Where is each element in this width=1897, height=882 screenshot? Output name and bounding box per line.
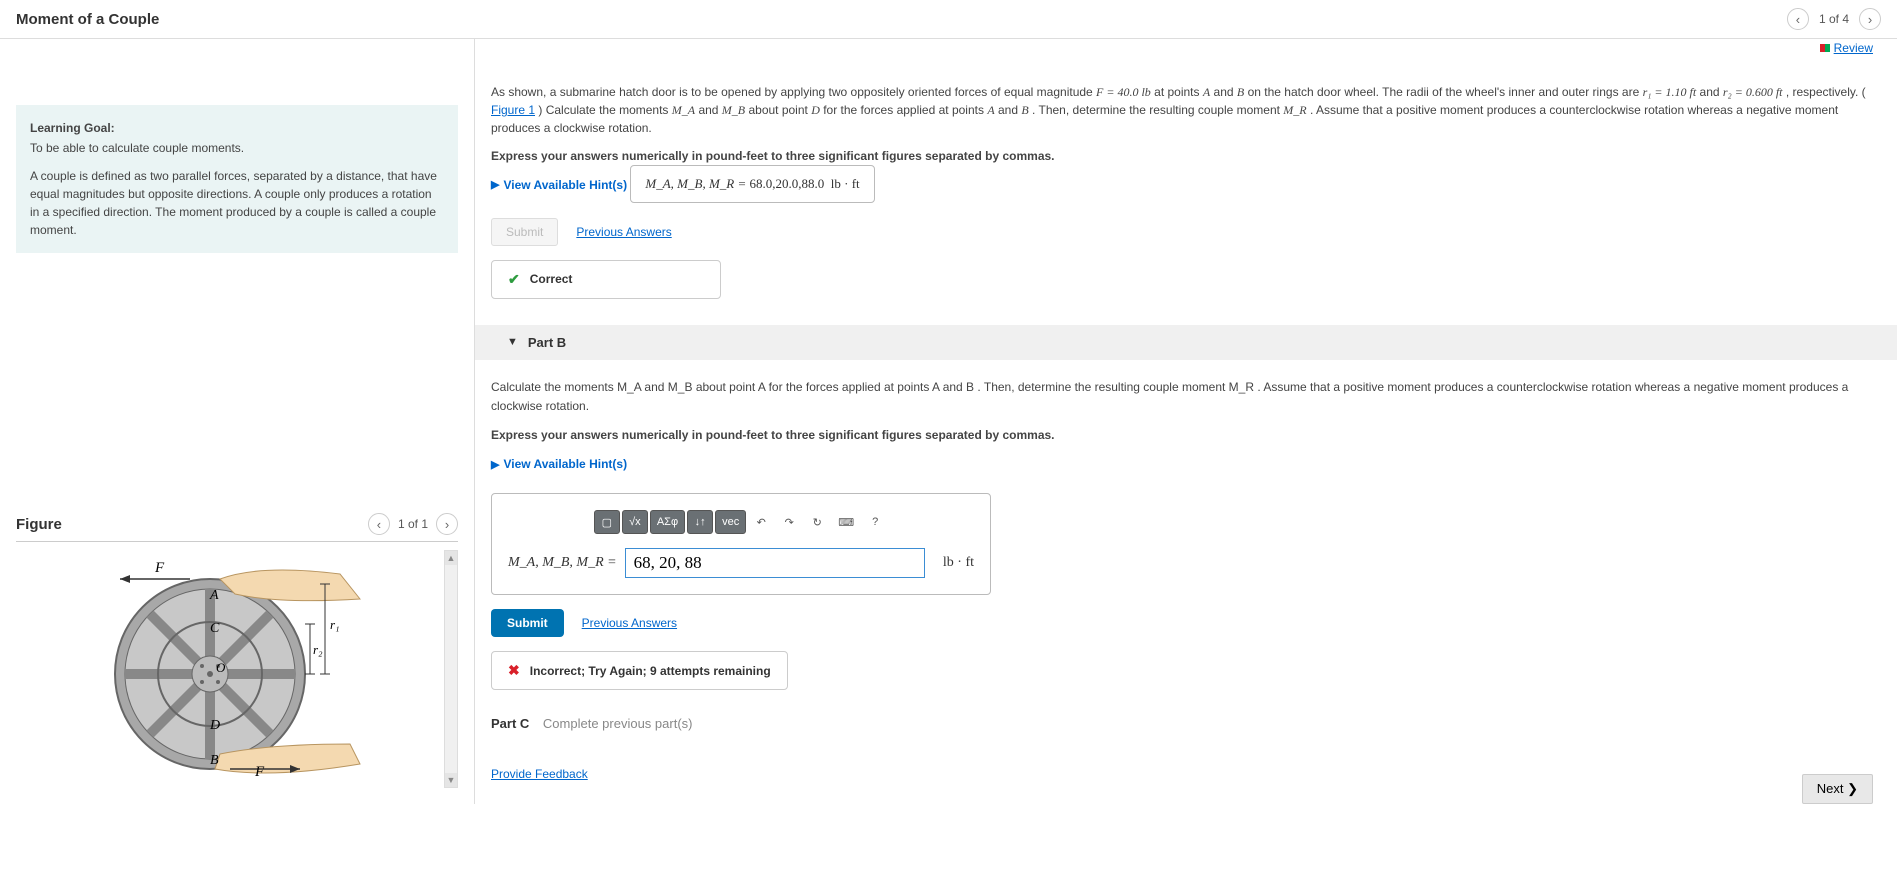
template-tool[interactable]: ▢ (594, 510, 620, 534)
undo-button[interactable]: ↶ (748, 510, 774, 534)
next-button[interactable]: Next ❯ (1802, 774, 1873, 804)
editor-unit: lb · ft (943, 555, 974, 571)
learning-goal-title: Learning Goal: (30, 119, 444, 137)
figure-section: Figure ‹ 1 of 1 › (16, 513, 458, 788)
figure-image: F A C O D B F r₁ r₂ (16, 550, 444, 788)
label-r2: r₂ (313, 642, 323, 657)
header-pagination: ‹ 1 of 4 › (1787, 8, 1881, 30)
greek-tool[interactable]: ΑΣφ (650, 510, 685, 534)
figure-title: Figure (16, 516, 62, 533)
editor-label: M_A, M_B, M_R = (508, 555, 617, 571)
keyboard-button[interactable]: ⌨ (832, 510, 860, 534)
next-page-button[interactable]: › (1859, 8, 1881, 30)
equation-toolbar: ▢ √x ΑΣφ ↓↑ vec ↶ ↷ ↻ ⌨ ? (508, 510, 974, 534)
label-F-bot: F (254, 764, 265, 780)
figure-scrollbar[interactable]: ▲ ▼ (444, 550, 458, 788)
answer-label: M_A, M_B, M_R = (645, 176, 749, 191)
previous-answers-link-a[interactable]: Previous Answers (576, 225, 671, 239)
label-r1: r₁ (330, 617, 340, 632)
problem-statement: As shown, a submarine hatch door is to b… (491, 83, 1873, 165)
chevron-right-icon: ▶ (491, 458, 499, 471)
part-c-row: Part C Complete previous part(s) (491, 716, 1873, 731)
page-indicator: 1 of 4 (1819, 12, 1849, 26)
learning-goal-body: A couple is defined as two parallel forc… (30, 167, 444, 239)
label-B: B (210, 753, 219, 768)
scroll-up-icon[interactable]: ▲ (445, 551, 457, 565)
part-b-header[interactable]: ▼ Part B (475, 325, 1897, 360)
review-icon (1820, 44, 1830, 52)
submit-button-a: Submit (491, 218, 558, 246)
part-a-answer-box: M_A, M_B, M_R = 68.0,20.0,88.0 lb · ft (630, 165, 874, 203)
express-instruction: Express your answers numerically in poun… (491, 147, 1873, 165)
learning-goal-subtitle: To be able to calculate couple moments. (30, 139, 444, 157)
answer-unit: lb · ft (831, 176, 860, 191)
label-D: D (209, 718, 220, 733)
part-b-statement: Calculate the moments M_A and M_B about … (491, 378, 1873, 446)
label-A: A (209, 588, 219, 603)
help-button[interactable]: ? (862, 510, 888, 534)
scroll-down-icon[interactable]: ▼ (445, 773, 457, 787)
part-b-answer-editor: ▢ √x ΑΣφ ↓↑ vec ↶ ↷ ↻ ⌨ ? M_A, M_B, M_R … (491, 493, 991, 595)
answer-value: 68.0,20.0,88.0 (750, 176, 825, 191)
check-icon: ✔ (508, 271, 520, 288)
figure-1-link[interactable]: Figure 1 (491, 103, 535, 117)
hints-toggle-a[interactable]: ▶ View Available Hint(s) (491, 178, 627, 192)
express-instruction-b: Express your answers numerically in poun… (491, 426, 1873, 445)
x-icon: ✖ (508, 662, 520, 679)
feedback-incorrect: ✖ Incorrect; Try Again; 9 attempts remai… (491, 651, 788, 690)
page-title: Moment of a Couple (16, 11, 159, 28)
left-column: Learning Goal: To be able to calculate c… (0, 39, 475, 804)
figure-page-indicator: 1 of 1 (398, 517, 428, 531)
label-C: C (210, 621, 220, 636)
part-c-text: Complete previous part(s) (543, 716, 693, 731)
feedback-correct: ✔ Correct (491, 260, 721, 299)
subscript-tool[interactable]: ↓↑ (687, 510, 713, 534)
part-c-label: Part C (491, 716, 529, 731)
figure-pagination: ‹ 1 of 1 › (368, 513, 458, 535)
reset-button[interactable]: ↻ (804, 510, 830, 534)
answer-input[interactable] (625, 548, 925, 578)
chevron-down-icon: ▼ (507, 336, 518, 348)
redo-button[interactable]: ↷ (776, 510, 802, 534)
review-link-label: Review (1834, 41, 1873, 55)
label-O: O (216, 660, 226, 675)
page-header: Moment of a Couple ‹ 1 of 4 › (0, 0, 1897, 39)
figure-prev-button[interactable]: ‹ (368, 513, 390, 535)
learning-goal-box: Learning Goal: To be able to calculate c… (16, 105, 458, 253)
root-tool[interactable]: √x (622, 510, 648, 534)
submit-button-b[interactable]: Submit (491, 609, 564, 637)
prev-page-button[interactable]: ‹ (1787, 8, 1809, 30)
label-F-top: F (154, 560, 165, 576)
hints-toggle-b[interactable]: ▶ View Available Hint(s) (491, 457, 627, 471)
figure-next-button[interactable]: › (436, 513, 458, 535)
review-link[interactable]: Review (1820, 41, 1873, 55)
chevron-right-icon: ▶ (491, 178, 499, 191)
previous-answers-link-b[interactable]: Previous Answers (582, 616, 677, 630)
right-column: Review As shown, a submarine hatch door … (475, 39, 1897, 804)
vector-tool[interactable]: vec (715, 510, 746, 534)
provide-feedback-link[interactable]: Provide Feedback (491, 767, 588, 781)
